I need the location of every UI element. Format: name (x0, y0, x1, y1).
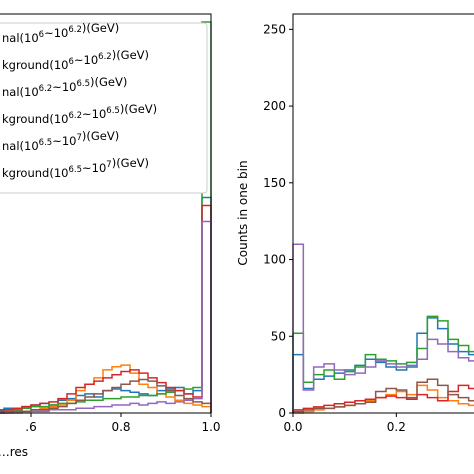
legend-entry-5: kground(106.5~107)(GeV) (2, 156, 149, 180)
right-y-tick-label: 150 (263, 176, 286, 190)
left-series-5-step (0, 378, 212, 414)
legend-entry-3: kground(106.2~106.5)(GeV) (2, 102, 157, 126)
right-series-0-step (292, 317, 474, 413)
left-series-1-step (0, 364, 212, 414)
legend: nal(106~106.2)(GeV) kground(106~106.2)(Ge… (0, 21, 208, 194)
right-y-tick-label: 50 (271, 329, 286, 343)
right-series-5-step (292, 378, 474, 413)
right-y-tick-label: 200 (263, 99, 286, 113)
legend-entry-1: kground(106~106.2)(GeV) (2, 48, 149, 72)
right-y-tick-label: 250 (263, 22, 286, 36)
right-y-tick-label: 0 (278, 406, 286, 420)
legend-entry-4: nal(106.5~107)(GeV) (2, 129, 119, 153)
right-x-tick-label: 0.0 (283, 420, 302, 434)
left-x-tick-label: 0.8 (111, 420, 130, 434)
legend-entry-2: nal(106.2~106.5)(GeV) (2, 75, 127, 99)
right-axes-frame (292, 13, 474, 414)
right-x-ticks: 0.0 0.2 (283, 413, 406, 434)
legend-box (0, 22, 208, 194)
left-x-tick-label: .6 (25, 420, 36, 434)
right-y-axis-label: Counts in one bin (236, 160, 250, 265)
left-x-ticks: .6 0.8 1.0 (25, 413, 221, 434)
right-histogram-panel: 0 50 100 150 200 250 0.0 0.2 Counts in one bin (236, 13, 474, 434)
right-series-2-step (292, 315, 474, 413)
right-y-tick-label: 100 (263, 253, 286, 267)
legend-entries: nal(106~106.2)(GeV) kground(106~106.2)(Ge… (2, 21, 157, 180)
right-series-group (292, 243, 474, 414)
right-y-ticks: 0 50 100 150 200 250 (263, 22, 293, 420)
right-x-tick-label: 0.2 (387, 420, 406, 434)
left-x-axis-label: …res (0, 445, 28, 459)
left-histogram-panel: .6 0.8 1.0 …res nal(106~106.2)(GeV) kground… (0, 13, 221, 459)
left-x-tick-label: 1.0 (201, 420, 220, 434)
legend-entry-0: nal(106~106.2)(GeV) (2, 21, 119, 45)
left-axes-frame (0, 13, 212, 414)
left-series-group (0, 21, 212, 414)
left-series-4-step (0, 220, 212, 414)
right-series-4-step (292, 243, 474, 413)
